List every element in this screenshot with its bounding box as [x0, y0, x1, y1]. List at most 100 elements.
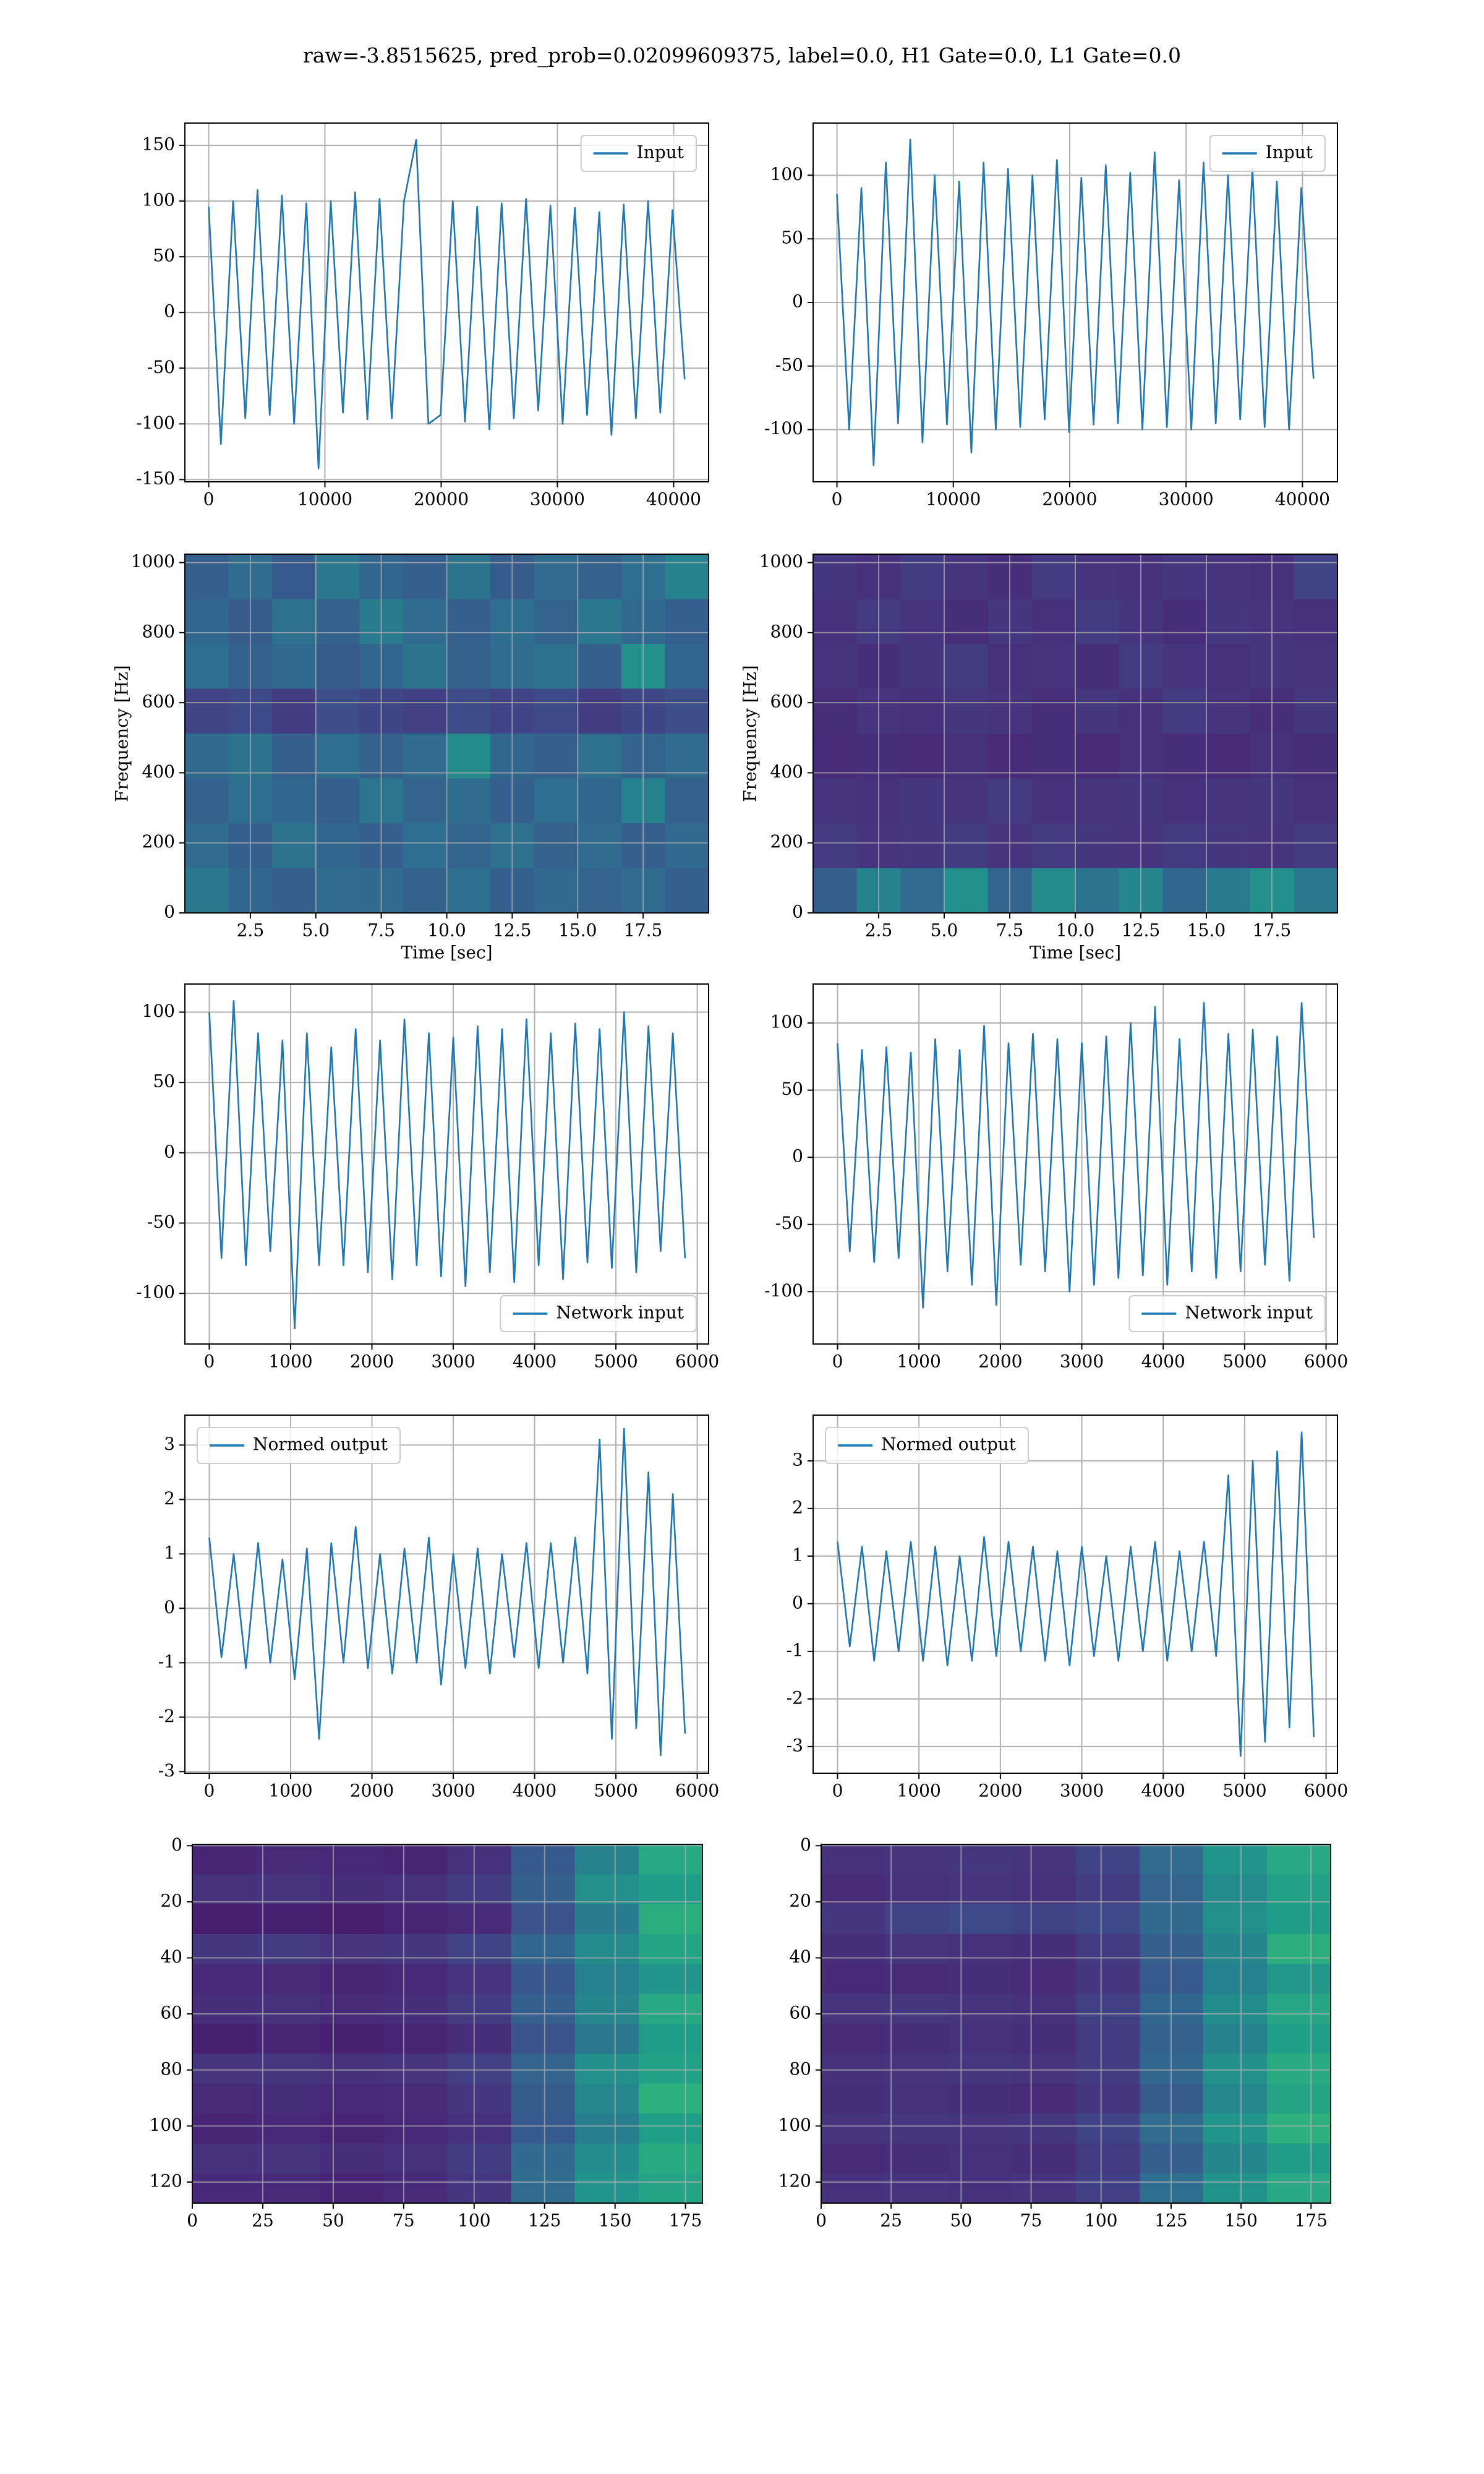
y-tick-label: 120: [150, 2171, 182, 2191]
y-tick-label: 120: [778, 2171, 811, 2191]
y-tick-label: 400: [770, 761, 803, 782]
y-tick-label: -100: [136, 413, 175, 433]
heat-cell: [821, 1993, 885, 2024]
heat-cell: [383, 2173, 448, 2203]
heat-cell: [447, 2083, 512, 2114]
heat-cell: [665, 554, 709, 599]
heat-cell: [813, 823, 858, 868]
heat-cell: [447, 1993, 512, 2024]
heat-cell: [1203, 1874, 1268, 1905]
heat-cell: [192, 1964, 257, 1995]
heat-cell: [949, 1904, 1013, 1935]
heat-cell: [1206, 778, 1251, 824]
heat-cell: [1206, 644, 1251, 689]
x-tick-label: 175: [669, 2211, 702, 2231]
x-axis-label: Time [sec]: [1030, 943, 1121, 963]
heat-cell: [272, 688, 317, 734]
y-tick-label: 0: [171, 1834, 182, 1855]
heat-cell: [534, 688, 578, 734]
heat-cell: [638, 2053, 702, 2084]
heat-cell: [320, 1844, 384, 1875]
heat-cell: [185, 688, 229, 734]
x-tick-label: 20000: [1042, 489, 1097, 510]
heat-cell: [638, 1964, 702, 1995]
heat-cell: [1206, 599, 1251, 644]
heat-cell: [1203, 2083, 1268, 2114]
heat-cell: [256, 2053, 320, 2084]
heat-cell: [1162, 688, 1207, 734]
heat-cell: [1162, 554, 1207, 599]
heat-cell: [1031, 778, 1076, 824]
heat-cell: [885, 1844, 949, 1875]
plot-area: [192, 1844, 702, 2203]
heat-cell: [578, 868, 622, 913]
heat-cell: [1076, 1964, 1140, 1995]
x-tick-label: 0: [832, 1781, 843, 1801]
heat-cell: [1075, 823, 1120, 868]
heat-cell: [638, 2173, 702, 2203]
heat-cell: [534, 644, 578, 689]
x-tick-label: 10000: [297, 489, 352, 510]
y-tick-label: 150: [142, 134, 175, 155]
heat-cell: [511, 2143, 576, 2174]
legend-box: [580, 135, 697, 172]
y-tick-label: -2: [787, 1687, 803, 1708]
heat-cell: [1012, 2173, 1077, 2203]
axes-frame: [821, 1844, 1331, 2204]
heat-cell: [383, 1964, 448, 1995]
heat-cell: [1012, 1993, 1077, 2024]
heat-cell: [1267, 2113, 1331, 2144]
heat-cell: [511, 1874, 576, 1905]
data-line: [208, 1427, 686, 1757]
figure-title: raw=-3.8515625, pred_prob=0.02099609375,…: [303, 43, 1181, 68]
heat-cell: [900, 554, 945, 599]
heat-cell: [1075, 599, 1120, 644]
y-tick-label: 200: [142, 831, 175, 852]
heat-cell: [949, 2143, 1013, 2174]
x-tick-label: 2000: [350, 1781, 394, 1801]
legend-label: Network input: [556, 1303, 684, 1323]
heat-cell: [665, 823, 709, 868]
heat-cell: [192, 1904, 257, 1935]
y-tick-label: 200: [770, 831, 803, 852]
plot-area: [821, 1844, 1331, 2203]
heat-cell: [1203, 2024, 1268, 2054]
legend-label: Normed output: [253, 1434, 388, 1455]
heat-cell: [821, 1934, 885, 1964]
heat-cell: [1294, 644, 1337, 689]
heat-cell: [1203, 1993, 1268, 2024]
heat-cell: [447, 1964, 512, 1995]
heat-cell: [447, 1844, 512, 1875]
heat-cell: [185, 734, 229, 779]
heat-cell: [320, 1874, 384, 1905]
x-tick-label: 5.0: [931, 920, 958, 941]
x-tick-label: 2000: [978, 1351, 1022, 1372]
heat-cell: [949, 1993, 1013, 2024]
heat-cell: [1012, 1874, 1077, 1905]
heat-cell: [885, 2173, 949, 2203]
heat-cell: [885, 2083, 949, 2114]
heat-cell: [1162, 823, 1207, 868]
axes-frame: [812, 554, 1338, 914]
heat-cell: [665, 644, 709, 689]
heat-cell: [821, 1904, 885, 1935]
heat-cell: [446, 778, 491, 824]
x-tick-label: 100: [1085, 2211, 1117, 2231]
heat-cell: [1203, 1934, 1268, 1964]
legend-box: [197, 1427, 401, 1464]
heat-cell: [1203, 2143, 1268, 2174]
heat-cell: [900, 599, 945, 644]
x-tick-label: 4000: [513, 1781, 556, 1801]
heat-cell: [315, 734, 360, 779]
heat-cell: [256, 2173, 320, 2203]
y-tick-label: 100: [770, 164, 803, 184]
x-tick-label: 20000: [414, 489, 469, 510]
heat-cell: [383, 1844, 448, 1875]
heat-cell: [578, 688, 622, 734]
legend-label: Input: [1266, 142, 1313, 163]
heat-cell: [1162, 778, 1207, 824]
heat-cell: [574, 2143, 639, 2174]
y-tick-label: 1000: [759, 551, 803, 571]
heat-cell: [383, 2113, 448, 2144]
x-tick-label: 10.0: [1056, 920, 1094, 941]
